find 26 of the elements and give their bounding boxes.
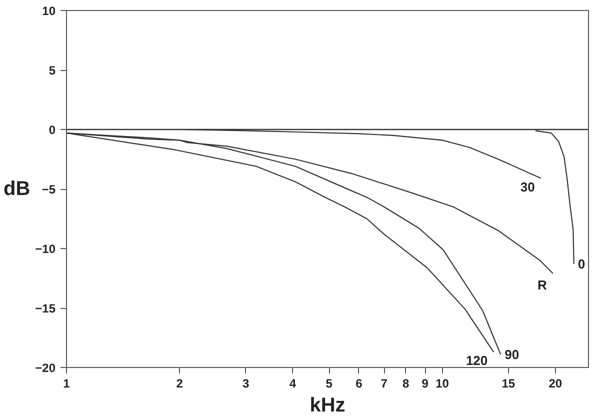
- y-tick-label: −5: [42, 182, 56, 196]
- x-tick-label: 8: [402, 376, 410, 390]
- x-tick-label: 5: [326, 376, 333, 390]
- x-tick-label: 20: [548, 376, 562, 390]
- x-axis-title: kHz: [310, 394, 346, 416]
- y-tick-label: 10: [42, 4, 56, 18]
- series-label: 30: [520, 179, 535, 194]
- series-label: 90: [504, 346, 520, 362]
- series-label: R: [538, 277, 548, 292]
- y-tick-label: −20: [35, 361, 56, 375]
- series-label: 0: [578, 256, 586, 272]
- y-tick-label: 5: [48, 64, 56, 78]
- x-tick-label: 9: [422, 376, 429, 390]
- y-tick-label: −15: [35, 302, 56, 316]
- y-axis-title: dB: [3, 178, 30, 200]
- y-tick-label: −10: [35, 242, 56, 256]
- x-tick-label: 1: [63, 376, 70, 390]
- x-tick-label: 15: [502, 376, 516, 390]
- x-tick-label: 3: [242, 376, 250, 390]
- x-tick-label: 7: [380, 376, 388, 390]
- y-tick-label: 0: [48, 123, 56, 137]
- x-tick-label: 2: [176, 376, 184, 390]
- x-tick-label: 6: [356, 376, 363, 390]
- x-tick-label: 10: [436, 376, 450, 390]
- x-tick-label: 4: [289, 376, 296, 390]
- series-label: 120: [466, 353, 488, 368]
